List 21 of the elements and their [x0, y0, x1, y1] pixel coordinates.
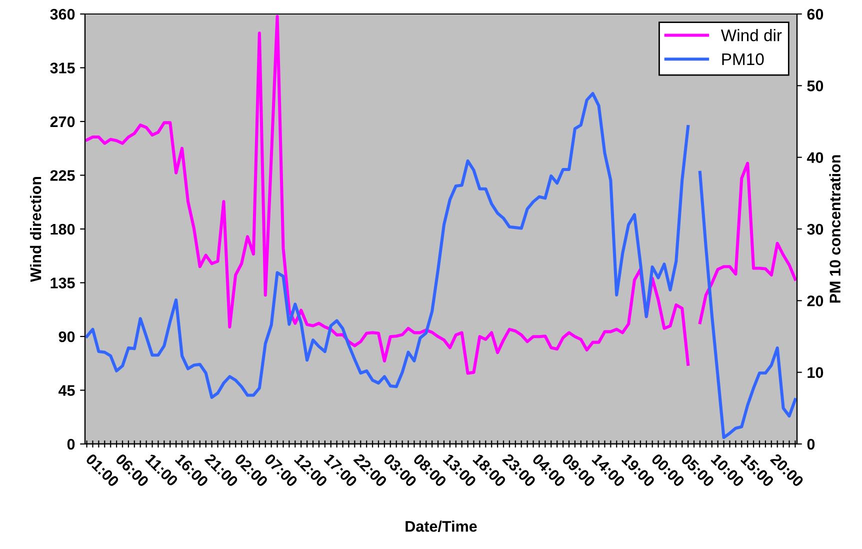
y2-axis-title: PM 10 concentration — [829, 155, 840, 303]
legend-label: PM10 — [722, 53, 764, 66]
y-tick-label: 90 — [58, 331, 75, 342]
y-axis-title: Wind direction — [30, 176, 42, 282]
y2-tick-label: 30 — [807, 224, 824, 235]
x-axis-title: Date/Time — [406, 520, 477, 532]
legend-label: Wind dir — [720, 29, 782, 42]
y2-tick-label: 10 — [808, 367, 824, 378]
y2-tick-label: 20 — [807, 296, 824, 306]
y-tick-label: 135 — [50, 278, 75, 288]
y-tick-label: 360 — [50, 8, 75, 20]
y2-tick-label: 50 — [807, 80, 824, 92]
y-tick-label: 315 — [50, 62, 75, 74]
y-tick-label: 225 — [50, 170, 75, 181]
y-tick-label: 45 — [58, 385, 75, 396]
y2-tick-label: 0 — [807, 438, 815, 450]
y2-tick-label: 60 — [807, 8, 824, 20]
y2-tick-label: 40 — [806, 152, 824, 164]
y-tick-label: 0 — [67, 438, 75, 450]
y-tick-label: 180 — [50, 224, 75, 235]
y-tick-label: 270 — [50, 116, 75, 128]
